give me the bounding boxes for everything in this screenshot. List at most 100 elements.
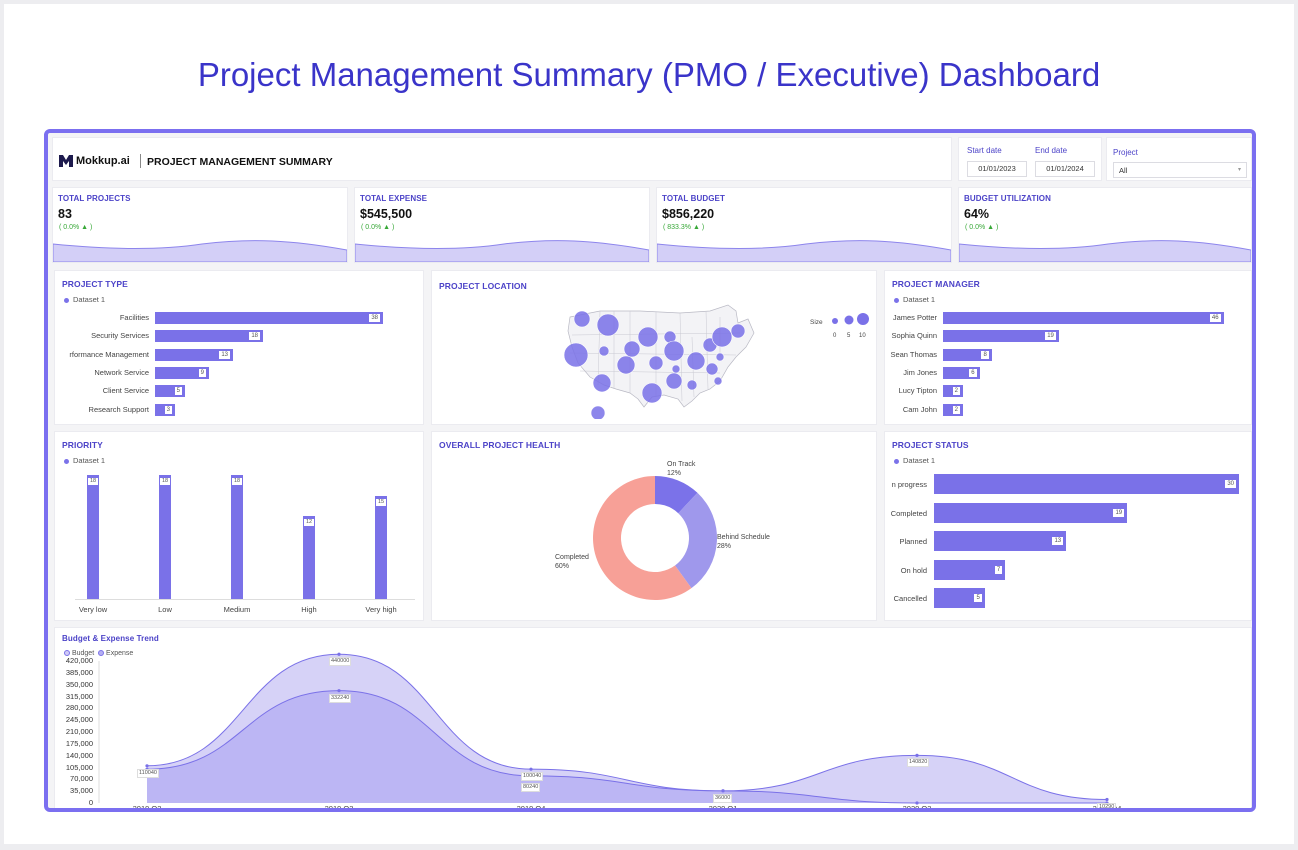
legend-label: Dataset 1 [903,456,936,465]
bar[interactable]: 2 [943,403,963,416]
bar[interactable]: 6 [943,366,980,379]
donut-slice[interactable] [655,476,698,514]
bar[interactable]: 18 [155,330,263,343]
panel-title: PRIORITY [62,440,103,450]
bar[interactable]: 15 [375,495,387,599]
donut-chart [592,476,717,600]
project-select[interactable]: All ▾ [1113,162,1247,178]
bar[interactable]: 18 [159,475,171,599]
legend-label: Dataset 1 [903,295,936,304]
bar[interactable]: 5 [934,588,985,608]
legend-budget: Budget [71,650,95,657]
data-point[interactable] [721,789,725,793]
bar-value-label: 38 [369,314,380,322]
y-tick-label: 420,000 [65,656,93,665]
category-label: Low [158,605,172,614]
completed-pct: 60% [555,563,570,570]
x-axis-line [75,599,415,600]
bar-label: Sean Thomas [890,349,937,359]
y-tick-label: 350,000 [65,679,93,689]
bar-value-label: 18 [88,478,98,485]
header-bar: Mokkup.ai PROJECT MANAGEMENT SUMMARY [52,137,952,181]
bar[interactable]: 13 [155,348,233,361]
trend-chart [98,652,1109,805]
project-select-value: All [1119,166,1128,175]
kpi-card-total-budget: TOTAL BUDGET $856,220 ( 833.3% ▲ ) [656,187,952,263]
y-tick-label: 70,000 [70,774,93,784]
kpi-label: TOTAL EXPENSE [360,194,428,203]
panel-title: PROJECT TYPE [62,279,128,289]
kpi-card-total-projects: TOTAL PROJECTS 83 ( 0.0% ▲ ) [52,187,348,263]
bar-label: Cancelled [893,594,927,603]
bar[interactable]: 46 [943,312,1224,324]
bar[interactable]: 38 [155,312,383,324]
data-point[interactable] [145,764,149,768]
bar[interactable]: 5 [155,385,185,398]
donut-slice[interactable] [592,476,692,600]
bar[interactable]: 7 [934,559,1006,580]
on-track-pct: 12% [667,470,682,477]
bar[interactable]: 19 [934,502,1128,523]
start-date-input[interactable]: 01/01/2023 [967,161,1027,177]
bar-value-label: 5 [174,387,182,396]
data-point[interactable] [529,767,533,771]
bar-value-label: 30 [1225,480,1236,488]
legend: Dataset 1 [894,295,935,304]
data-point[interactable] [915,801,919,805]
y-tick-label: 140,000 [65,750,93,760]
bar[interactable]: 18 [87,475,99,599]
bar-label: Sophia Quinn [891,331,937,341]
bar[interactable]: 13 [934,531,1067,551]
legend-dot-icon [64,297,69,303]
data-point[interactable] [915,753,919,757]
data-label: 440000 [329,657,352,667]
size-legend [832,313,869,325]
kpi-value: 83 [58,207,72,221]
category-label: Very low [78,605,108,614]
bar-value-label: 8 [981,350,989,359]
on-track-label: On Track [667,461,696,468]
legend-label: Dataset 1 [73,456,106,465]
kpi-delta: ( 0.0% ▲ ) [361,224,395,231]
bar[interactable]: 9 [155,366,209,379]
data-point[interactable] [337,689,341,693]
y-tick-label: 105,000 [65,762,93,772]
bar-label: On hold [900,565,927,575]
end-date-input[interactable]: 01/01/2024 [1035,161,1095,177]
legend: Dataset 1 [64,456,105,465]
bar-value-label: 12 [304,519,314,527]
bar[interactable]: 12 [303,516,315,599]
data-point[interactable] [337,652,341,656]
bar-label: n progress [891,480,927,489]
us-map [563,304,755,419]
bar-label: Lucy Tipton [898,386,937,396]
donut-slice[interactable] [674,492,717,589]
bar-value-label: 2 [952,405,960,414]
bar[interactable]: 30 [934,474,1239,494]
legend-dot-icon [64,458,69,464]
data-label: 10290 [1097,802,1117,810]
bar-value-label: 46 [1209,314,1221,322]
size-legend-tick: 10 [859,333,866,339]
project-filter-label: Project [1113,148,1138,157]
bar-label: Research Support [88,404,149,414]
bar-value-label: 9 [198,368,206,377]
bar-value-label: 13 [1052,537,1064,545]
bar-label: Security Services [91,331,149,341]
x-tick-label: 2019 Q3 [324,804,354,812]
x-tick-label: 2019 Q4 [516,804,546,812]
bar[interactable]: 18 [231,475,243,599]
bar[interactable]: 3 [155,403,175,416]
data-point[interactable] [1105,797,1109,802]
panel-title: Budget & Expense Trend [62,634,159,643]
bar[interactable]: 8 [943,348,992,361]
trend-panel: Budget & Expense Trend Budget Expense 42… [54,627,1252,812]
bar[interactable]: 19 [943,330,1059,343]
behind-label: Behind Schedule [717,534,770,541]
mokkup-logo-icon [59,155,73,167]
project-filter: Project All ▾ [1106,137,1252,181]
size-legend-tick: 5 [847,333,851,339]
end-date-label: End date [1035,146,1068,155]
bar[interactable]: 2 [943,385,963,398]
bar-value-label: 6 [969,368,977,377]
